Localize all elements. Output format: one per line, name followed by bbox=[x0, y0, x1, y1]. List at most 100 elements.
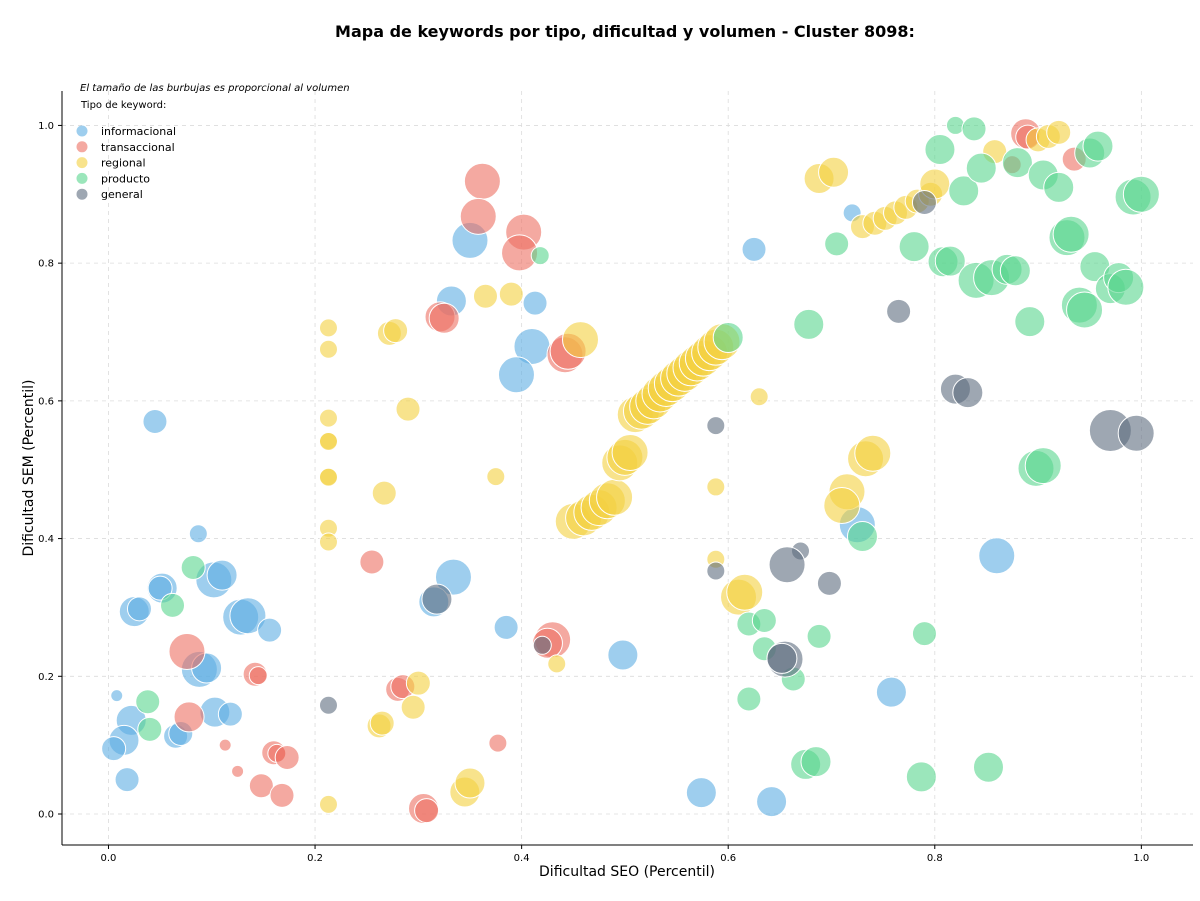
bubble-regional bbox=[318, 794, 338, 814]
bubble-regional bbox=[562, 321, 600, 359]
bubble-informacional bbox=[142, 409, 168, 435]
bubble-transaccional bbox=[218, 738, 232, 752]
x-tick-label: 0.4 bbox=[514, 853, 530, 864]
bubble-regional bbox=[611, 434, 649, 472]
bubble-regional bbox=[369, 710, 395, 736]
bubble-informacional bbox=[756, 786, 788, 818]
bubble-regional bbox=[854, 434, 892, 472]
bubble-producto bbox=[1024, 447, 1062, 485]
bubble-informacional bbox=[126, 596, 152, 622]
bubble-producto bbox=[905, 761, 937, 793]
bubble-informacional bbox=[110, 689, 124, 703]
bubble-regional bbox=[486, 467, 506, 487]
bubble-informacional bbox=[188, 524, 208, 544]
bubble-regional bbox=[318, 467, 338, 487]
y-tick-label: 0.6 bbox=[38, 396, 54, 407]
bubble-producto bbox=[948, 175, 980, 207]
bubble-regional bbox=[405, 670, 431, 696]
legend-item-producto: producto bbox=[76, 172, 150, 185]
bubble-regional bbox=[318, 532, 338, 552]
bubble-producto bbox=[1122, 175, 1160, 213]
bubble-regional bbox=[318, 318, 338, 338]
bubble-regional bbox=[726, 573, 764, 611]
bubble-general bbox=[952, 377, 984, 409]
bubble-regional bbox=[454, 767, 486, 799]
bubble-general bbox=[318, 695, 338, 715]
bubble-informacional bbox=[978, 537, 1016, 575]
bubble-producto bbox=[1052, 215, 1090, 253]
bubble-general bbox=[768, 546, 806, 584]
bubble-producto bbox=[961, 116, 987, 142]
bubble-producto bbox=[160, 592, 186, 618]
bubble-transaccional bbox=[463, 162, 501, 200]
bubble-regional bbox=[318, 431, 338, 451]
bubbles-layer bbox=[101, 115, 1160, 825]
bubble-informacional bbox=[493, 614, 519, 640]
legend: informacional transaccional regional produc… bbox=[76, 125, 176, 201]
bubble-general bbox=[421, 583, 453, 615]
x-tick-label: 0.8 bbox=[927, 853, 943, 864]
legend-item-general: general bbox=[76, 188, 143, 201]
bubble-regional bbox=[400, 694, 426, 720]
bubble-general bbox=[886, 298, 912, 324]
y-tick-label: 0.8 bbox=[38, 259, 54, 270]
bubble-general bbox=[706, 561, 726, 581]
bubble-informacional bbox=[607, 639, 639, 671]
y-axis-ticks: 0.0 0.2 0.4 0.6 0.8 1.0 bbox=[38, 121, 62, 821]
x-axis-label: Dificultad SEO (Percentil) bbox=[539, 864, 715, 880]
legend-label: informacional bbox=[101, 125, 176, 138]
grid bbox=[62, 91, 1193, 845]
bubble-regional bbox=[749, 387, 769, 407]
bubble-informacional bbox=[522, 290, 548, 316]
legend-label: producto bbox=[101, 172, 150, 185]
bubble-producto bbox=[999, 255, 1031, 287]
bubble-regional bbox=[498, 281, 524, 307]
legend-marker bbox=[76, 141, 88, 153]
bubble-producto bbox=[824, 231, 850, 257]
bubble-producto bbox=[1014, 306, 1046, 338]
bubble-transaccional bbox=[428, 302, 460, 334]
x-tick-label: 0.6 bbox=[720, 853, 736, 864]
y-tick-label: 0.4 bbox=[38, 534, 54, 545]
legend-item-informacional: informacional bbox=[76, 125, 176, 138]
bubble-producto bbox=[898, 231, 930, 263]
bubble-regional bbox=[1046, 119, 1072, 145]
y-tick-label: 1.0 bbox=[38, 121, 54, 132]
bubble-transaccional bbox=[459, 197, 497, 235]
bubble-general bbox=[911, 190, 937, 216]
bubble-regional bbox=[318, 339, 338, 359]
bubble-general bbox=[706, 416, 726, 436]
bubble-regional bbox=[318, 408, 338, 428]
x-tick-label: 0.2 bbox=[307, 853, 323, 864]
bubble-informacional bbox=[685, 777, 717, 809]
bubble-transaccional bbox=[248, 773, 274, 799]
bubble-informacional bbox=[257, 617, 283, 643]
x-axis-ticks: 0.0 0.2 0.4 0.6 0.8 1.0 bbox=[101, 845, 1149, 864]
bubble-producto bbox=[135, 689, 161, 715]
chart-title: Mapa de keywords por tipo, dificultad y … bbox=[335, 22, 915, 41]
bubble-transaccional bbox=[248, 666, 268, 686]
bubble-informacional bbox=[147, 575, 173, 601]
bubble-regional bbox=[383, 318, 409, 344]
legend-label: regional bbox=[101, 157, 146, 170]
bubble-producto bbox=[945, 115, 965, 135]
bubble-producto bbox=[1001, 147, 1033, 179]
legend-title: Tipo de keyword: bbox=[80, 100, 166, 111]
bubble-informacional bbox=[497, 356, 535, 394]
bubble-transaccional bbox=[274, 745, 300, 771]
bubble-informacional bbox=[741, 236, 767, 262]
bubble-transaccional bbox=[231, 764, 245, 778]
bubble-transaccional bbox=[359, 549, 385, 575]
bubble-informacional bbox=[217, 701, 243, 727]
bubble-producto bbox=[1107, 268, 1145, 306]
legend-marker bbox=[76, 172, 88, 184]
x-tick-label: 0.0 bbox=[101, 853, 117, 864]
legend-label: general bbox=[101, 188, 143, 201]
bubble-regional bbox=[472, 283, 498, 309]
bubble-regional bbox=[371, 480, 397, 506]
y-axis-label: Dificultad SEM (Percentil) bbox=[21, 380, 37, 557]
series-general bbox=[318, 190, 1155, 715]
x-tick-label: 1.0 bbox=[1133, 853, 1149, 864]
bubble-regional bbox=[818, 156, 850, 188]
